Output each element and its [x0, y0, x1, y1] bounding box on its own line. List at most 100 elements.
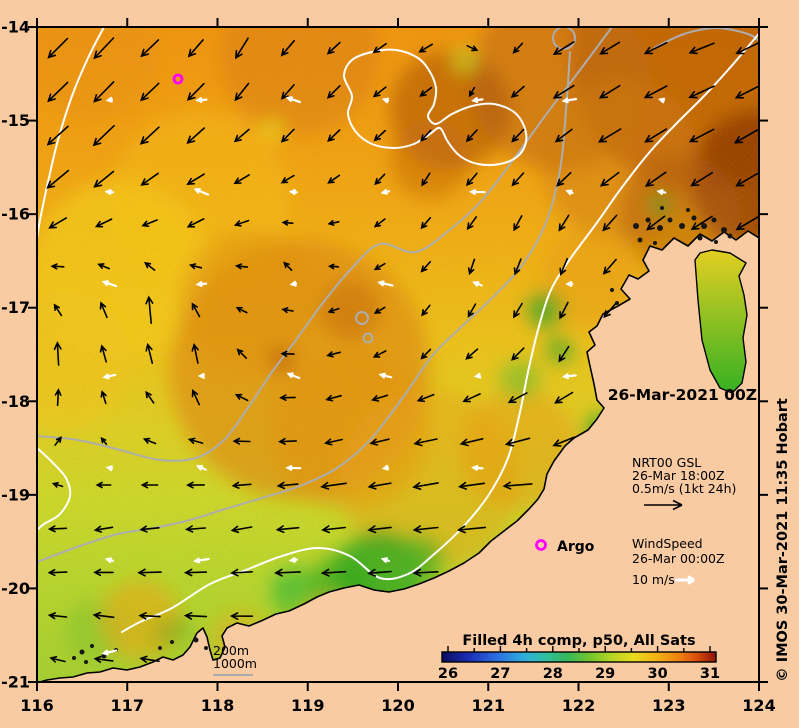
current-arrow [281, 307, 294, 314]
attribution-text: © IMOS 30-Mar-2021 11:35 Hobart [775, 398, 791, 682]
current-arrow [420, 129, 432, 142]
current-arrow [92, 611, 115, 620]
current-arrow [421, 172, 431, 187]
wind-arrow [193, 188, 210, 196]
island-speck [637, 237, 643, 243]
current-arrow [233, 174, 250, 185]
current-arrow [688, 42, 715, 55]
colorbar: Filled 4h comp, p50, All Sats 26 27 28 29 30… [438, 633, 720, 682]
wind-arrow [102, 373, 117, 380]
current-arrow [559, 301, 569, 320]
current-arrow [229, 612, 254, 620]
current-arrow [184, 525, 207, 533]
island-speck [701, 223, 707, 229]
current-arrow [324, 438, 343, 446]
current-arrow [93, 170, 115, 188]
wind-arrow [101, 280, 118, 288]
x-tick-label: 119 [291, 696, 324, 715]
current-arrow [598, 84, 621, 99]
current-arrow [100, 436, 108, 446]
x-tick-label: 116 [20, 696, 53, 715]
island-speck [645, 217, 651, 223]
x-tick-label: 122 [562, 696, 595, 715]
current-arrow [369, 438, 390, 446]
wind-arrow [561, 373, 577, 380]
island-speck [204, 646, 208, 650]
wind-arrow [288, 189, 298, 195]
current-arrow [54, 388, 62, 407]
current-arrow [280, 84, 295, 100]
current-arrow [93, 81, 115, 103]
current-arrow [597, 128, 622, 143]
current-arrow [412, 525, 439, 534]
current-arrow [644, 171, 667, 187]
island-speck [711, 217, 717, 223]
current-arrow [93, 525, 114, 533]
x-tick-label: 120 [381, 696, 414, 715]
current-arrow [688, 85, 715, 99]
wind-arrow [380, 189, 391, 195]
current-arrow [325, 394, 342, 402]
wind-arrow [104, 557, 114, 563]
current-arrow [412, 568, 439, 577]
wind-arrow [565, 281, 574, 287]
wind-arrow [380, 557, 391, 563]
current-arrow [373, 129, 386, 142]
current-arrow [186, 173, 205, 185]
wind-arrow [288, 557, 298, 563]
current-arrow [140, 39, 160, 58]
current-arrow [371, 394, 389, 402]
wind-arrow [473, 372, 482, 379]
current-arrow [234, 263, 249, 270]
island-speck [660, 206, 664, 210]
current-arrow [552, 436, 575, 447]
current-arrow [373, 306, 386, 314]
current-arrow [504, 437, 531, 447]
platform-markers [172, 73, 547, 551]
gsl-legend-time: 26-Mar 18:00Z [632, 468, 725, 483]
wind-arrow [471, 97, 484, 104]
current-arrow [643, 41, 668, 55]
wind-arrow [195, 281, 208, 287]
current-arrow [556, 171, 572, 187]
current-arrow [236, 348, 248, 359]
current-arrow [372, 42, 387, 54]
wind-arrow [378, 372, 393, 379]
current-arrow [232, 437, 251, 445]
landmass [40, 230, 758, 681]
current-arrow [139, 655, 160, 663]
colorbar-tick-label: 26 [438, 666, 458, 682]
island-speck [691, 215, 697, 221]
colorbar-tick-label: 28 [543, 666, 563, 682]
current-arrow [735, 42, 758, 55]
current-arrow [145, 295, 154, 324]
current-arrow [186, 218, 205, 228]
gsl-legend-title: NRT00 GSL [632, 455, 701, 470]
current-arrow [139, 82, 160, 102]
current-arrow [53, 303, 63, 317]
contour-200m [121, 33, 758, 633]
contour-1000m-loop [362, 332, 374, 344]
current-arrow [552, 41, 575, 56]
current-arrow [465, 348, 479, 360]
current-arrow [191, 302, 201, 318]
wind-arrow [285, 465, 302, 471]
current-arrow [99, 301, 108, 319]
current-arrow [48, 217, 68, 229]
current-arrow [191, 342, 199, 364]
current-arrow [92, 124, 115, 147]
wind-arrow [195, 464, 208, 471]
current-arrow [93, 655, 114, 663]
current-arrow [733, 128, 758, 144]
wind-arrow [381, 464, 389, 471]
current-arrow [559, 257, 569, 276]
y-tick-label: -21 [1, 673, 30, 692]
current-arrow [327, 307, 340, 314]
current-arrow [420, 348, 432, 360]
current-arrow [373, 218, 386, 228]
current-arrow [735, 216, 758, 231]
x-tick-label: 118 [201, 696, 234, 715]
current-arrow [187, 437, 204, 444]
